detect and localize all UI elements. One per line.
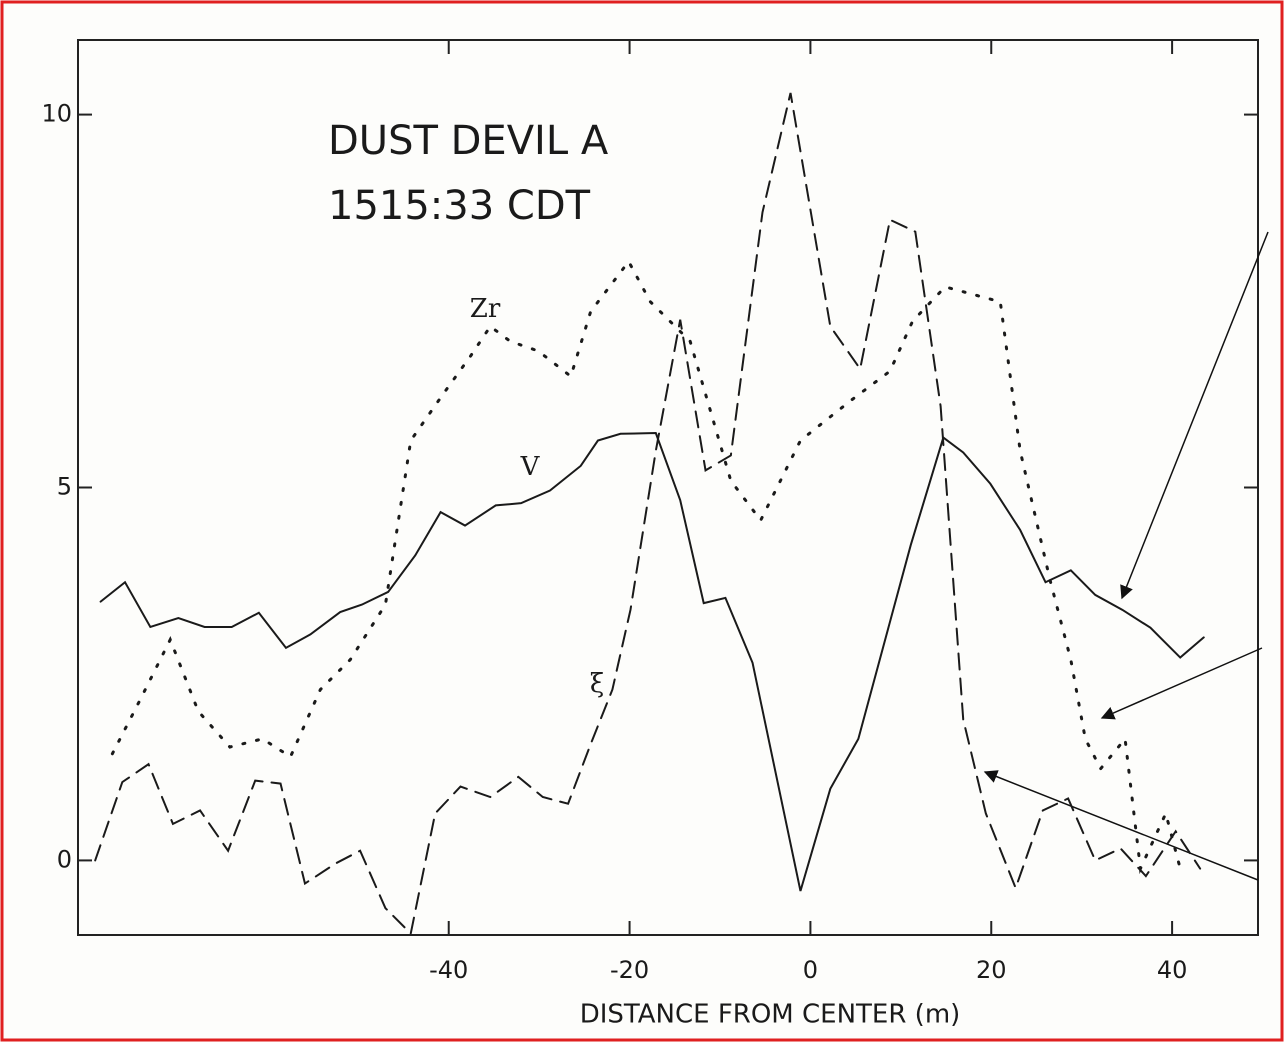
plot-frame [77,39,1259,936]
series-label: Zr [470,294,501,324]
x-tick-label: -40 [429,956,468,984]
series-line [99,432,1205,892]
annotation-arrows [983,231,1269,881]
series-line [94,92,1202,936]
x-tick-label: -20 [610,956,649,984]
chart-title-line: 1515:33 CDT [328,183,591,229]
chart-title-line: DUST DEVIL A [328,118,609,164]
arrow [983,770,1259,881]
series-line [110,258,1182,875]
y-tick-label: 0 [57,845,72,873]
arrow [1100,647,1263,720]
x-tick-label: 20 [976,956,1007,984]
x-axis-label: DISTANCE FROM CENTER (m) [580,1000,961,1030]
x-tick-label: 40 [1157,956,1188,984]
y-tick-label: 5 [57,473,72,501]
series-label: ξ [590,669,604,699]
series-label: V [520,452,541,482]
x-tick-label: 0 [803,956,818,984]
y-tick-label: 10 [41,100,72,128]
arrow [1120,231,1269,600]
